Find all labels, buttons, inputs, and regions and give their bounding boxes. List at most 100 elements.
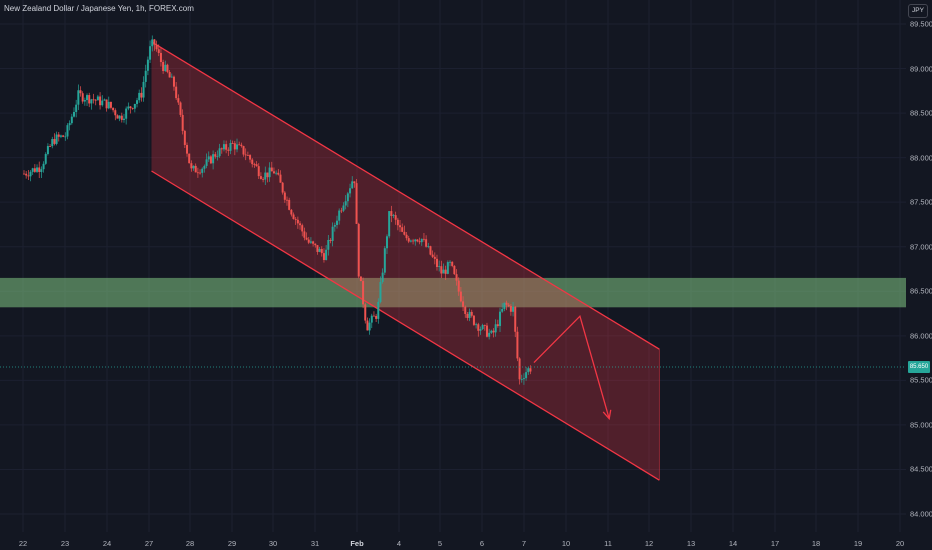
candle-body <box>253 164 256 165</box>
candle-body <box>464 306 467 314</box>
candle-body <box>351 181 354 189</box>
time-axis[interactable]: 22 23 24 27 28 29 30 31 Feb 4 5 6 7 10 11 12 13 14 17 18 19 2… <box>0 532 906 550</box>
candle-body <box>92 99 95 101</box>
candle-body <box>327 239 330 250</box>
candle-body <box>520 379 523 380</box>
candle-body <box>205 159 208 166</box>
time-tick-label: 7 <box>521 539 527 548</box>
price-tick-label: 84.000 <box>910 509 932 519</box>
currency-button[interactable]: JPY <box>908 4 928 18</box>
candle-body <box>416 239 419 242</box>
candle-body <box>118 115 121 119</box>
candle-body <box>172 76 175 87</box>
candle-body <box>470 311 473 316</box>
candle-body <box>201 168 204 173</box>
candle-body <box>66 125 69 137</box>
candle-body <box>381 272 384 282</box>
price-tick-label: 87.000 <box>910 242 932 252</box>
candle-body <box>444 269 447 274</box>
candle-body <box>203 165 206 169</box>
candle-body <box>425 239 428 247</box>
candle-body <box>186 144 189 154</box>
candle-body <box>107 101 110 109</box>
candle-body <box>199 172 202 174</box>
candlestick-series <box>23 35 532 385</box>
candle-body <box>335 220 338 226</box>
candle-body <box>99 96 102 106</box>
candle-body <box>70 116 73 124</box>
candle-body <box>196 172 199 174</box>
time-tick-label: 5 <box>437 539 443 548</box>
candle-body <box>114 110 117 116</box>
candle-body <box>49 146 52 147</box>
candle-body <box>503 302 506 309</box>
time-tick-label: 27 <box>144 539 154 548</box>
candle-body <box>275 172 278 174</box>
resistance-zone[interactable] <box>0 277 906 308</box>
candle-body <box>442 269 445 274</box>
descending-channel[interactable] <box>151 41 660 481</box>
time-tick-label: 4 <box>396 539 402 548</box>
candle-body <box>514 306 517 332</box>
candle-body <box>364 304 367 321</box>
candle-body <box>344 201 347 206</box>
candle-body <box>316 245 319 252</box>
candle-body <box>220 148 223 150</box>
candle-body <box>390 211 393 216</box>
candle-body <box>299 223 302 226</box>
candle-body <box>525 372 528 379</box>
candle-body <box>418 241 421 243</box>
price-tick-label: 84.500 <box>910 464 932 474</box>
candle-body <box>407 238 410 242</box>
candle-body <box>449 261 452 263</box>
candle-body <box>36 167 39 172</box>
candle-body <box>440 266 443 274</box>
candle-body <box>116 115 119 119</box>
projection-path <box>533 314 610 419</box>
candle-body <box>251 159 254 165</box>
candle-body <box>44 154 47 164</box>
time-tick-label: 17 <box>770 539 780 548</box>
candle-body <box>242 146 245 155</box>
candle-body <box>192 165 195 169</box>
candle-body <box>209 156 212 164</box>
time-tick-label: 12 <box>644 539 654 548</box>
candle-body <box>314 243 317 246</box>
candle-body <box>153 39 156 45</box>
candle-body <box>29 171 32 177</box>
candle-body <box>25 173 28 176</box>
projection-arrow[interactable] <box>533 314 612 421</box>
candle-body <box>433 256 436 259</box>
candle-body <box>349 188 352 194</box>
candle-body <box>257 166 260 177</box>
candle-body <box>477 324 480 331</box>
candle-body <box>212 154 215 164</box>
time-tick-label: 22 <box>18 539 28 548</box>
candle-body <box>79 90 82 94</box>
candle-body <box>59 135 62 137</box>
candle-body <box>179 102 182 115</box>
price-axis[interactable]: 89.500 89.000 88.500 88.000 87.500 87.000 86.5… <box>906 0 932 550</box>
candle-body <box>272 171 275 174</box>
candle-body <box>529 368 532 372</box>
candle-body <box>72 111 75 117</box>
time-tick-label: 11 <box>604 539 612 548</box>
candle-body <box>40 169 43 172</box>
candle-body <box>55 134 58 144</box>
time-tick-label: 29 <box>227 539 237 548</box>
candle-body <box>183 130 186 145</box>
candle-body <box>438 266 441 268</box>
candle-body <box>42 163 45 170</box>
candle-body <box>129 106 132 109</box>
candle-body <box>262 178 265 180</box>
candle-body <box>283 192 286 200</box>
candle-body <box>377 301 380 319</box>
candle-body <box>218 148 221 157</box>
candle-body <box>501 308 504 312</box>
price-chart[interactable] <box>0 0 906 532</box>
candle-body <box>394 215 397 220</box>
candle-body <box>401 227 404 232</box>
candle-body <box>103 99 106 101</box>
candle-body <box>379 281 382 302</box>
candle-body <box>86 95 89 101</box>
